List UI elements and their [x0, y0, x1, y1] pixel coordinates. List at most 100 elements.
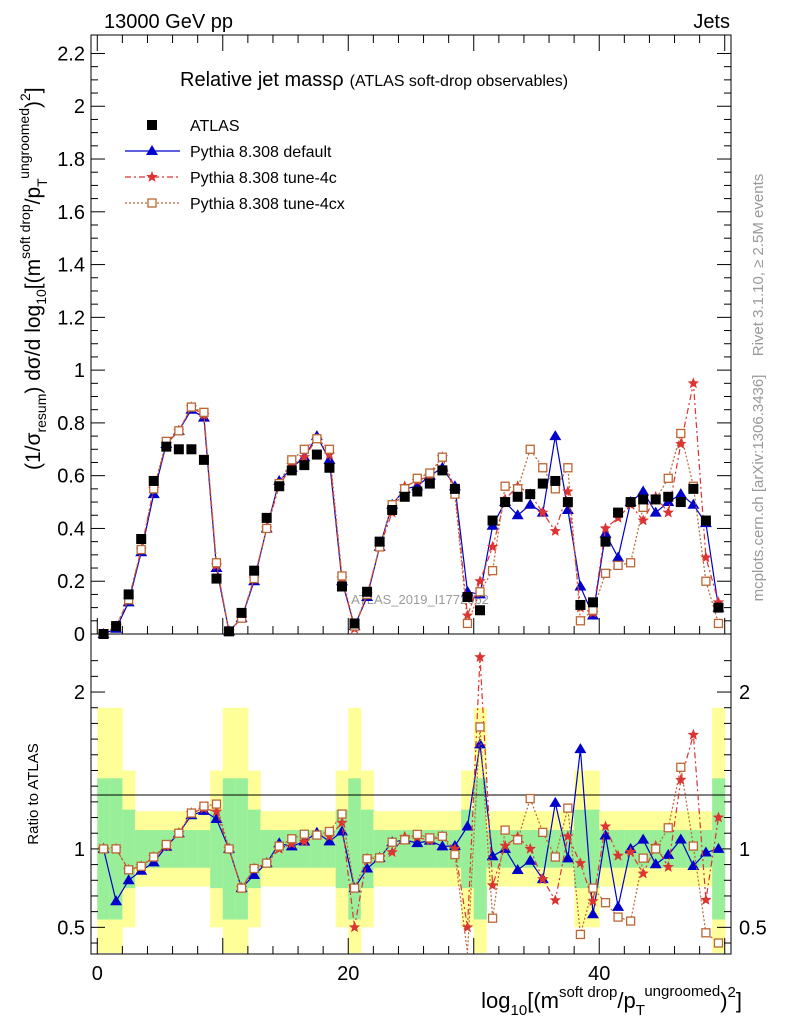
ratio-line-tune-4c [103, 657, 720, 928]
main-y-tick-label: 1.4 [57, 255, 85, 277]
tune-4cx-point [663, 473, 673, 483]
tune-4cx-point [287, 834, 297, 844]
tune-4c-point [486, 540, 499, 552]
tune-4cx-point [149, 484, 159, 494]
tune-4cx-point [651, 844, 661, 854]
tune-4cx-point [625, 558, 636, 568]
tune-4c-point [675, 438, 687, 449]
default-point [486, 850, 499, 861]
default-point [662, 848, 675, 859]
ratio-y-tick-label-right: 0.5 [739, 917, 767, 939]
tune-4cx-point [701, 928, 711, 938]
atlas-point [700, 515, 711, 526]
default-point [649, 858, 662, 869]
tune-4c-point [687, 728, 700, 740]
xlabel-part: /p [617, 988, 635, 1013]
x-axis-label: log10[(msoft drop/pTungroomed)2] [481, 983, 742, 1019]
x-tick-label: 20 [337, 963, 359, 985]
default-point [323, 835, 336, 846]
tune-4cx-point [688, 841, 699, 851]
y-axis-label-ratio: Ratio to ATLAS [25, 743, 42, 844]
atlas-point [587, 597, 598, 608]
tune-4cx-point [513, 835, 523, 845]
default-point [674, 488, 687, 499]
atlas-point [475, 605, 486, 616]
tune-4c-point [637, 514, 649, 526]
default-point [461, 820, 474, 831]
main-y-tick-label: 0.6 [57, 466, 85, 488]
default-point [524, 498, 537, 509]
tune-4cx-point [701, 576, 711, 586]
tune-4c-point [323, 448, 336, 460]
xlabel-part: ungroomed [644, 983, 720, 1000]
tune-4c-point [210, 805, 223, 817]
tune-4c-point [499, 839, 511, 851]
tune-4cx-point [149, 852, 159, 862]
default-point [574, 743, 587, 754]
tune-4c-point [712, 596, 725, 608]
atlas-point [613, 507, 624, 518]
atlas-point [186, 444, 197, 455]
tune-4cx-point [174, 828, 184, 838]
tune-4cx-point [337, 809, 347, 819]
header-energy: 13000 GeV pp [104, 11, 233, 33]
atlas-point [173, 444, 184, 455]
side-label-mcplots: mcplots.cern.ch [arXiv:1306.3436] [750, 375, 767, 602]
tune-4cx-point [575, 929, 586, 940]
tune-4c-point [662, 861, 674, 872]
main-y-tick-label: 1.2 [57, 307, 85, 329]
default-point [574, 580, 587, 591]
tune-4cx-point [588, 883, 598, 893]
default-point [561, 852, 574, 863]
tune-4cx-point [374, 853, 385, 863]
data-series [97, 377, 725, 954]
ylabel-part: ] [22, 87, 45, 93]
default-point [637, 485, 650, 496]
atlas-point [224, 626, 235, 637]
tune-4c-point [675, 773, 687, 785]
tune-4c-point [348, 921, 361, 933]
atlas-point [688, 483, 699, 494]
default-point [561, 503, 574, 514]
ratio-y-tick-label-right: 2 [739, 682, 750, 704]
green-band [335, 809, 349, 889]
tune-4cx-point [136, 544, 146, 555]
tune-4c-point [587, 895, 599, 906]
tune-4cx-point [98, 844, 109, 854]
default-point [411, 837, 424, 848]
atlas-point [600, 536, 611, 547]
green-band [611, 830, 625, 868]
atlas-point [412, 486, 423, 497]
tune-4c-point [474, 575, 486, 587]
chart-title: Relative jet massρ (ATLAS soft-drop obser… [180, 69, 568, 91]
tune-4cx-point [249, 863, 259, 874]
tune-4c-point [461, 609, 474, 621]
default-point [122, 874, 135, 885]
tune-4c-point [574, 857, 587, 868]
default-point [511, 509, 524, 520]
tune-4c-point [449, 842, 461, 854]
tune-4cx-point [387, 837, 397, 847]
tune-4cx-point [525, 793, 535, 804]
tune-4cx-point [513, 484, 523, 494]
green-band [574, 809, 588, 889]
tune-4cx-point [324, 444, 335, 454]
ratio-y-tick-label: 0.5 [57, 917, 85, 939]
default-point [549, 430, 562, 441]
tune-4cx-point [663, 823, 673, 833]
tune-4c-point [146, 171, 158, 182]
default-point [687, 860, 700, 871]
legend-item: ATLAS [147, 118, 240, 135]
tune-4c-point [624, 846, 637, 857]
tune-4cx-point [475, 722, 485, 732]
tune-4cx-point [161, 839, 171, 850]
tune-4cx-point [211, 558, 222, 568]
atlas-point [462, 592, 473, 603]
tune-4cx-point [713, 938, 724, 948]
atlas-point [147, 120, 157, 130]
tune-4cx-point [538, 827, 548, 838]
tune-4c-point [298, 451, 310, 463]
ylabel-part: resum [33, 394, 49, 433]
tune-4cx-point [262, 858, 272, 868]
